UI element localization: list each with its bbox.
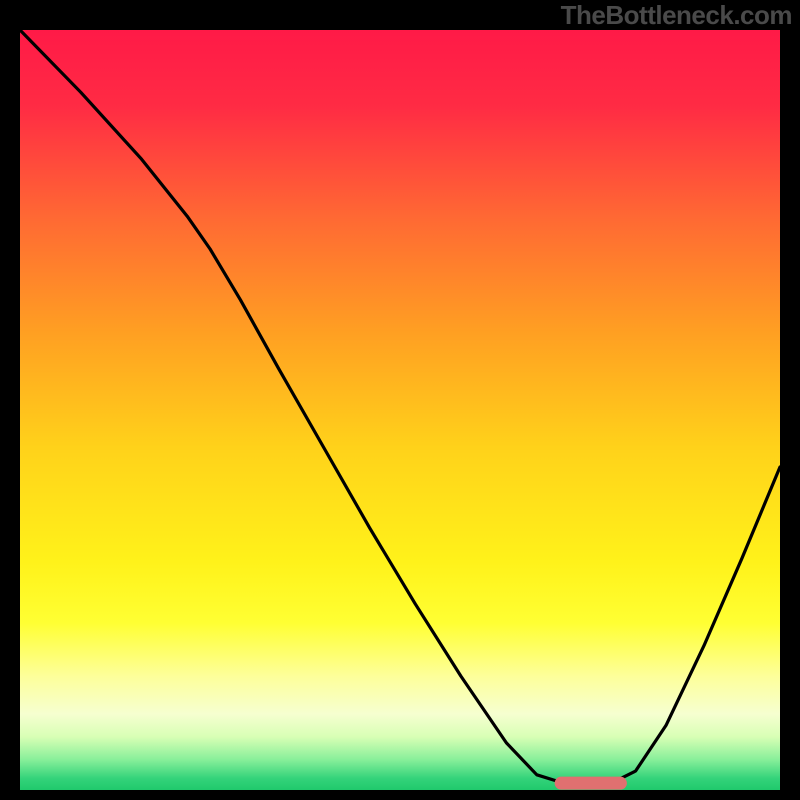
chart-stage: TheBottleneck.com [0, 0, 800, 800]
bottleneck-chart [0, 0, 800, 800]
plot-area [20, 30, 780, 790]
watermark-text: TheBottleneck.com [561, 0, 792, 31]
